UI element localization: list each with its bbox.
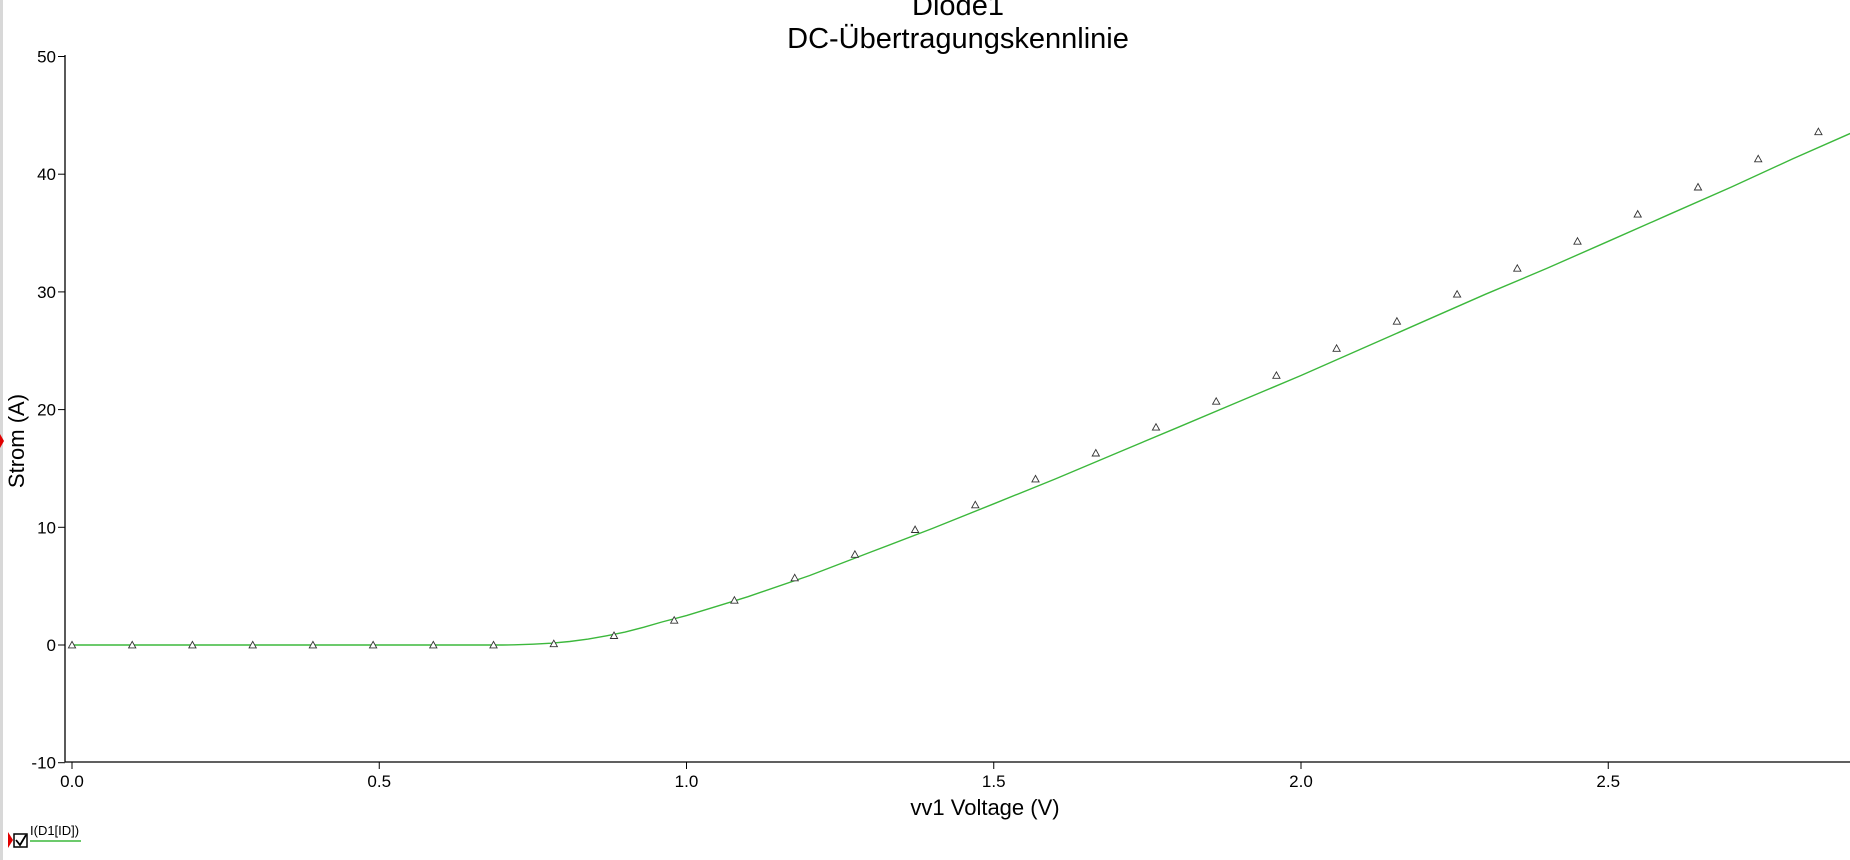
x-axis-label: vv1 Voltage (V)	[910, 795, 1059, 820]
legend-series-marker	[8, 832, 13, 848]
y-axis-label: Strom (A)	[4, 394, 29, 488]
y-tick-label: 40	[37, 165, 56, 184]
y-axis-active-marker	[0, 434, 4, 448]
x-tick-label: 2.5	[1596, 772, 1620, 791]
x-axis-ticks: 0.0 0.5 1.0 1.5 2.0 2.5	[60, 762, 1620, 791]
series-point-marker	[1031, 474, 1040, 483]
left-panel-edge	[0, 0, 3, 860]
series-point-marker	[248, 640, 258, 649]
y-tick-label: 30	[37, 283, 56, 302]
y-tick-label: 20	[37, 401, 56, 420]
series-point-marker	[1814, 127, 1823, 136]
y-tick-label: 10	[37, 518, 56, 537]
checkmark-icon	[15, 834, 27, 847]
series-line	[72, 132, 1850, 646]
series-point-marker	[609, 631, 619, 639]
x-tick-label: 0.5	[367, 772, 391, 791]
series-point-marker	[1693, 182, 1703, 191]
chart-title: Diode1	[912, 0, 1004, 22]
legend: I(D1[ID])	[8, 823, 81, 848]
series-point-marker	[1753, 154, 1763, 163]
series-point-marker	[1332, 343, 1341, 352]
series-point-marker	[428, 640, 438, 649]
series-point-marker	[188, 640, 197, 649]
series-point-marker	[1151, 422, 1161, 431]
y-tick-label: 50	[37, 48, 56, 67]
y-tick-label: -10	[31, 754, 56, 773]
series-point-marker	[489, 640, 498, 649]
x-tick-label: 0.0	[60, 772, 84, 791]
plot-series	[67, 127, 1850, 649]
series-point-marker	[970, 500, 980, 509]
series-point-marker	[1091, 448, 1101, 457]
x-tick-label: 1.0	[675, 772, 699, 791]
series-point-marker	[308, 640, 318, 649]
series-point-marker	[1392, 316, 1402, 325]
y-tick-label: 0	[47, 636, 56, 655]
chart-subtitle: DC-Übertragungskennlinie	[787, 23, 1129, 55]
series-point-marker	[910, 525, 920, 533]
series-point-marker	[127, 640, 137, 649]
series-point-marker	[1211, 396, 1221, 405]
series-point-marker	[1272, 370, 1281, 379]
series-point-marker	[67, 640, 77, 649]
series-point-marker	[1452, 289, 1462, 298]
series-point-marker	[368, 640, 378, 649]
series-point-marker	[549, 639, 559, 648]
x-tick-label: 2.0	[1289, 772, 1313, 791]
axes	[64, 55, 1850, 763]
series-point-marker	[1512, 263, 1522, 272]
x-tick-label: 1.5	[982, 772, 1006, 791]
series-point-marker	[1633, 209, 1643, 218]
y-axis-ticks: -10 0 10 20 30 40 50	[31, 48, 65, 773]
series-point-marker	[730, 595, 739, 604]
series-point-marker	[850, 549, 860, 558]
legend-entry-label: I(D1[ID])	[30, 823, 79, 838]
series-point-marker	[1573, 236, 1582, 245]
series-point-marker	[790, 573, 800, 582]
series-point-marker	[669, 615, 679, 624]
